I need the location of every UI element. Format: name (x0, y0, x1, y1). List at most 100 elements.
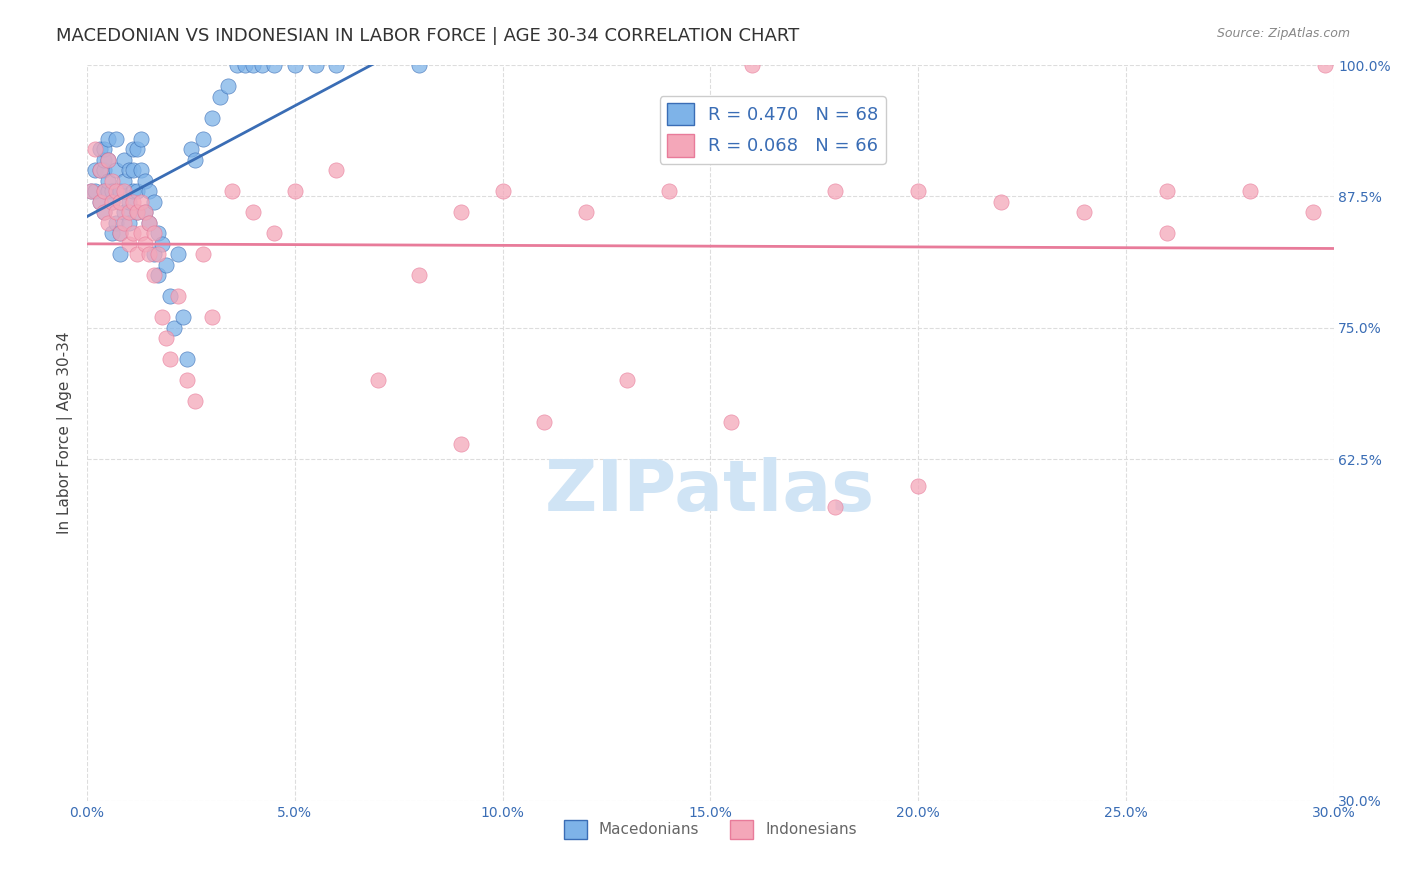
Macedonians (163, 321, 186, 335)
Indonesians (325, 163, 347, 178)
Macedonians (93, 205, 115, 219)
Macedonians (201, 111, 224, 125)
Indonesians (101, 174, 124, 188)
Indonesians (242, 205, 264, 219)
Indonesians (284, 184, 307, 198)
Indonesians (658, 184, 681, 198)
Text: ZIPatlas: ZIPatlas (546, 458, 876, 526)
Indonesians (105, 184, 128, 198)
Indonesians (408, 268, 430, 283)
Macedonians (110, 247, 132, 261)
Macedonians (110, 184, 132, 198)
Macedonians (93, 153, 115, 167)
Indonesians (142, 268, 165, 283)
Macedonians (93, 163, 115, 178)
Macedonians (129, 163, 152, 178)
Indonesians (105, 205, 128, 219)
Macedonians (284, 58, 307, 72)
Macedonians (134, 205, 156, 219)
Indonesians (117, 205, 139, 219)
Macedonians (105, 131, 128, 145)
Indonesians (93, 205, 115, 219)
Macedonians (125, 142, 148, 156)
Macedonians (89, 163, 111, 178)
Macedonians (97, 174, 120, 188)
Indonesians (616, 373, 638, 387)
Indonesians (80, 184, 103, 198)
Indonesians (907, 478, 929, 492)
Indonesians (155, 331, 177, 345)
Indonesians (575, 205, 598, 219)
Macedonians (172, 310, 194, 325)
Macedonians (101, 184, 124, 198)
Indonesians (167, 289, 190, 303)
Y-axis label: In Labor Force | Age 30-34: In Labor Force | Age 30-34 (58, 332, 73, 534)
Indonesians (89, 163, 111, 178)
Macedonians (225, 58, 247, 72)
Indonesians (84, 142, 107, 156)
Indonesians (146, 247, 169, 261)
Macedonians (167, 247, 190, 261)
Indonesians (110, 194, 132, 209)
Indonesians (720, 416, 742, 430)
Indonesians (1239, 184, 1261, 198)
Indonesians (117, 236, 139, 251)
Indonesians (824, 184, 846, 198)
Macedonians (184, 153, 207, 167)
Indonesians (150, 310, 173, 325)
Macedonians (125, 184, 148, 198)
Macedonians (105, 163, 128, 178)
Macedonians (110, 227, 132, 241)
Indonesians (134, 236, 156, 251)
Indonesians (990, 194, 1012, 209)
Macedonians (121, 184, 143, 198)
Macedonians (233, 58, 256, 72)
Indonesians (93, 184, 115, 198)
Macedonians (117, 163, 139, 178)
Indonesians (97, 153, 120, 167)
Macedonians (176, 352, 198, 367)
Macedonians (134, 174, 156, 188)
Macedonians (159, 289, 181, 303)
Macedonians (121, 142, 143, 156)
Macedonians (250, 58, 273, 72)
Indonesians (221, 184, 243, 198)
Macedonians (125, 205, 148, 219)
Indonesians (159, 352, 181, 367)
Macedonians (142, 247, 165, 261)
Macedonians (93, 184, 115, 198)
Macedonians (89, 142, 111, 156)
Indonesians (201, 310, 224, 325)
Macedonians (155, 258, 177, 272)
Macedonians (97, 131, 120, 145)
Macedonians (114, 205, 136, 219)
Indonesians (1156, 184, 1178, 198)
Macedonians (208, 89, 231, 103)
Indonesians (121, 227, 143, 241)
Indonesians (101, 194, 124, 209)
Text: Source: ZipAtlas.com: Source: ZipAtlas.com (1216, 27, 1350, 40)
Indonesians (114, 184, 136, 198)
Indonesians (1315, 58, 1337, 72)
Macedonians (93, 142, 115, 156)
Macedonians (114, 153, 136, 167)
Indonesians (125, 247, 148, 261)
Macedonians (117, 216, 139, 230)
Text: MACEDONIAN VS INDONESIAN IN LABOR FORCE | AGE 30-34 CORRELATION CHART: MACEDONIAN VS INDONESIAN IN LABOR FORCE … (56, 27, 800, 45)
Macedonians (146, 227, 169, 241)
Macedonians (304, 58, 326, 72)
Indonesians (134, 205, 156, 219)
Indonesians (110, 227, 132, 241)
Macedonians (150, 236, 173, 251)
Indonesians (450, 436, 472, 450)
Indonesians (129, 227, 152, 241)
Macedonians (146, 268, 169, 283)
Macedonians (263, 58, 285, 72)
Macedonians (114, 174, 136, 188)
Macedonians (101, 194, 124, 209)
Indonesians (1156, 227, 1178, 241)
Macedonians (80, 184, 103, 198)
Indonesians (97, 216, 120, 230)
Indonesians (193, 247, 215, 261)
Macedonians (180, 142, 202, 156)
